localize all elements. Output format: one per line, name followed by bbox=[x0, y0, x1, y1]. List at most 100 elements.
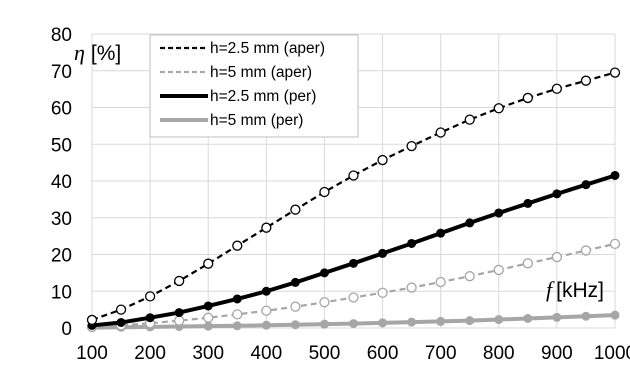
data-point bbox=[290, 320, 300, 330]
y-axis-label: η [%] bbox=[74, 40, 121, 65]
data-point bbox=[174, 315, 185, 326]
x-tick-label: 700 bbox=[425, 343, 457, 364]
data-point bbox=[377, 287, 388, 298]
data-point bbox=[551, 251, 563, 263]
x-tick-label: 600 bbox=[367, 343, 399, 364]
data-point bbox=[493, 103, 504, 114]
data-point bbox=[174, 275, 185, 287]
data-point bbox=[203, 258, 214, 269]
x-tick-label: 900 bbox=[541, 343, 573, 364]
data-point bbox=[203, 312, 214, 323]
y-tick-label: 20 bbox=[51, 246, 72, 267]
data-point bbox=[435, 127, 446, 138]
x-tick-label: 100 bbox=[76, 343, 108, 364]
data-point bbox=[348, 292, 359, 303]
data-point bbox=[261, 320, 271, 330]
data-point bbox=[609, 67, 621, 78]
data-point bbox=[290, 204, 301, 215]
y-tick-label: 0 bbox=[61, 319, 72, 340]
data-point bbox=[377, 154, 388, 166]
data-point bbox=[203, 301, 213, 311]
x-axis-unit: [kHz] bbox=[556, 279, 604, 302]
data-point bbox=[232, 321, 242, 331]
x-tick-label: 500 bbox=[309, 343, 341, 364]
data-point bbox=[290, 277, 300, 287]
data-point bbox=[378, 248, 388, 258]
y-tick-label: 10 bbox=[51, 282, 72, 303]
data-point bbox=[609, 238, 621, 249]
y-axis-symbol: η bbox=[74, 40, 85, 65]
data-point bbox=[610, 170, 620, 180]
y-tick-labels: 0 10 20 30 40 50 60 70 80 bbox=[51, 25, 72, 340]
data-point bbox=[349, 319, 358, 329]
x-tick-label: 200 bbox=[134, 343, 166, 364]
data-series bbox=[86, 67, 621, 333]
data-point bbox=[523, 198, 533, 208]
data-point bbox=[378, 318, 388, 328]
data-point bbox=[581, 180, 591, 190]
y-tick-label: 40 bbox=[51, 172, 72, 193]
series-line bbox=[91, 173, 616, 328]
data-point bbox=[261, 222, 272, 233]
data-point bbox=[581, 311, 591, 321]
data-point bbox=[261, 305, 272, 316]
data-point bbox=[464, 271, 475, 282]
data-point bbox=[407, 317, 417, 327]
legend-label: h=2.5 mm (per) bbox=[210, 88, 316, 105]
data-point bbox=[580, 245, 592, 256]
x-tick-label: 300 bbox=[192, 343, 224, 364]
data-point bbox=[319, 297, 330, 308]
data-point bbox=[406, 282, 417, 293]
data-point bbox=[552, 189, 562, 199]
data-point bbox=[290, 301, 301, 312]
data-point bbox=[261, 286, 271, 296]
legend: h=2.5 mm (aper) h=5 mm (aper) h=2.5 mm (pe… bbox=[149, 34, 359, 138]
y-axis-unit: [%] bbox=[91, 42, 121, 65]
data-point bbox=[522, 258, 533, 269]
data-point bbox=[494, 315, 504, 325]
data-point bbox=[436, 316, 446, 326]
data-point bbox=[116, 317, 126, 327]
data-point bbox=[319, 268, 329, 278]
data-point bbox=[144, 291, 156, 302]
data-point bbox=[232, 294, 242, 304]
y-tick-label: 50 bbox=[51, 135, 72, 156]
data-point bbox=[552, 312, 562, 322]
data-point bbox=[115, 304, 127, 315]
x-axis-symbol: f bbox=[546, 277, 555, 302]
data-point bbox=[349, 258, 358, 268]
legend-label: h=5 mm (aper) bbox=[210, 64, 312, 81]
data-point bbox=[203, 321, 213, 331]
data-point bbox=[551, 83, 563, 94]
data-point bbox=[407, 238, 417, 248]
data-point bbox=[610, 310, 620, 320]
data-point bbox=[86, 314, 98, 326]
data-point bbox=[435, 276, 446, 288]
series-0 bbox=[86, 67, 621, 326]
data-point bbox=[494, 208, 504, 218]
y-tick-label: 60 bbox=[51, 99, 72, 120]
y-tick-label: 80 bbox=[51, 25, 72, 46]
data-point bbox=[580, 75, 592, 86]
data-point bbox=[493, 264, 504, 276]
data-point bbox=[319, 319, 329, 329]
data-point bbox=[232, 240, 243, 251]
data-point bbox=[319, 186, 330, 198]
data-point bbox=[523, 313, 533, 323]
data-point bbox=[145, 313, 155, 323]
series-1 bbox=[86, 238, 621, 333]
y-tick-label: 70 bbox=[51, 62, 72, 83]
data-point bbox=[464, 114, 475, 125]
data-point bbox=[174, 308, 184, 318]
data-point bbox=[465, 218, 475, 228]
x-tick-label: 800 bbox=[483, 343, 515, 364]
x-tick-label: 400 bbox=[250, 343, 282, 364]
x-axis-label: f [kHz] bbox=[546, 277, 604, 302]
data-point bbox=[436, 228, 446, 238]
data-point bbox=[465, 316, 475, 326]
data-point bbox=[522, 92, 533, 104]
legend-label: h=2.5 mm (aper) bbox=[210, 40, 325, 57]
